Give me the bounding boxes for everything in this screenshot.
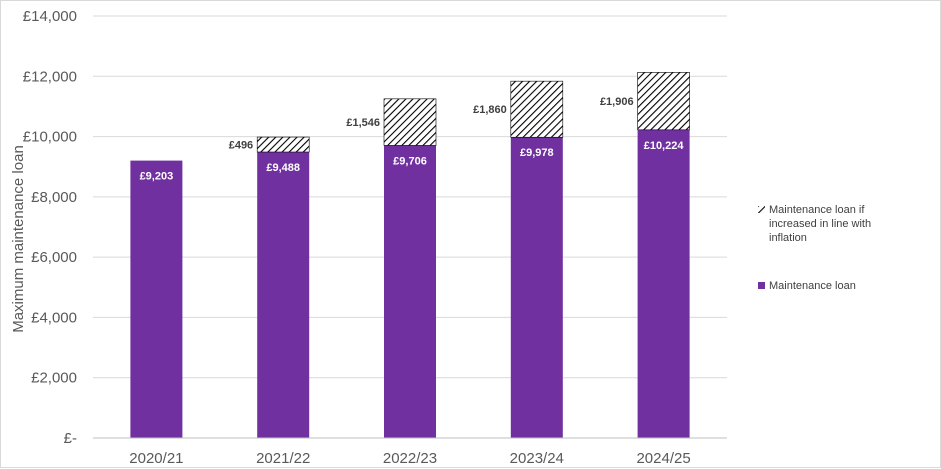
bar-maintenance-loan bbox=[510, 137, 563, 439]
bars: £9,203 £9,488 £496 £9,706 £1,546 £9,978 £1,860… bbox=[93, 72, 727, 439]
legend-label: Maintenance loan bbox=[769, 280, 856, 292]
x-axis-tick-labels: 2020/21 2021/22 2022/23 2023/24 2024/25 bbox=[129, 450, 690, 467]
data-label-inflation-gap: £496 bbox=[229, 140, 253, 152]
bar-maintenance-loan bbox=[130, 160, 183, 439]
x-tick-label: 2020/21 bbox=[129, 450, 183, 467]
bar-inflation-gap bbox=[637, 72, 690, 131]
legend: Maintenance loan if increased in line wit… bbox=[758, 204, 871, 292]
legend-label: Maintenance loan if bbox=[769, 204, 865, 216]
legend-swatch bbox=[758, 206, 765, 213]
data-label-inflation-gap: £1,860 bbox=[473, 104, 507, 116]
y-tick-label: £- bbox=[64, 430, 77, 447]
bar-maintenance-loan bbox=[384, 145, 436, 439]
data-label-maintenance-loan: £10,224 bbox=[644, 140, 685, 152]
y-tick-label: £8,000 bbox=[31, 189, 77, 206]
legend-label: increased in line with bbox=[769, 218, 871, 230]
legend-swatch bbox=[758, 282, 765, 289]
y-tick-label: £14,000 bbox=[23, 8, 77, 25]
bar-maintenance-loan bbox=[637, 129, 690, 438]
bar-inflation-gap bbox=[383, 98, 437, 146]
y-axis-title: Maximum maintenance loan bbox=[10, 145, 27, 333]
data-label-maintenance-loan: £9,488 bbox=[266, 162, 300, 174]
data-label-maintenance-loan: £9,203 bbox=[140, 171, 174, 183]
data-label-maintenance-loan: £9,978 bbox=[520, 147, 554, 159]
x-tick-label: 2023/24 bbox=[510, 450, 564, 467]
y-tick-label: £10,000 bbox=[23, 129, 77, 146]
y-tick-label: £4,000 bbox=[31, 309, 77, 326]
data-label-inflation-gap: £1,906 bbox=[600, 96, 634, 108]
x-tick-label: 2024/25 bbox=[636, 450, 690, 467]
x-tick-label: 2022/23 bbox=[383, 450, 437, 467]
data-label-inflation-gap: £1,546 bbox=[346, 117, 380, 129]
data-label-maintenance-loan: £9,706 bbox=[393, 155, 427, 167]
bar-inflation-gap bbox=[256, 136, 310, 153]
legend-label: inflation bbox=[769, 232, 807, 244]
bar-maintenance-loan bbox=[257, 152, 310, 438]
bar-inflation-gap bbox=[510, 80, 564, 138]
y-tick-label: £2,000 bbox=[31, 370, 77, 387]
x-tick-label: 2021/22 bbox=[256, 450, 310, 467]
y-tick-label: £6,000 bbox=[31, 249, 77, 266]
y-axis-tick-labels: £- £2,000 £4,000 £6,000 £8,000 £10,000 £12,000… bbox=[23, 8, 77, 447]
y-tick-label: £12,000 bbox=[23, 68, 77, 85]
